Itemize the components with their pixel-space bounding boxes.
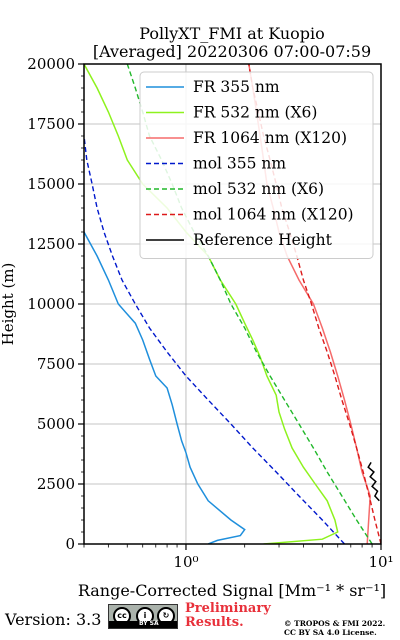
axes: 0 2500 5000 7500 10000 12500 15000 17500 20000 10… [27, 55, 393, 571]
copyright-line-2: CC BY SA 4.0 License. [284, 628, 377, 637]
preliminary-line-1: Preliminary [185, 601, 271, 616]
preliminary-line-2: Results. [185, 615, 244, 630]
y-tick-label: 17500 [27, 115, 75, 133]
preliminary-notice: Preliminary Results. [185, 602, 271, 630]
y-tick-label: 2500 [37, 475, 75, 493]
y-axis-label: Height (m) [0, 263, 17, 346]
series-line-1 [84, 64, 339, 544]
series-line-6 [367, 462, 380, 502]
legend-label: FR 532 nm (X6) [193, 104, 317, 122]
y-tick-label: 15000 [27, 175, 75, 193]
legend-label: mol 355 nm [193, 155, 286, 173]
series-line-0 [84, 231, 246, 544]
y-tick-label: 12500 [27, 235, 75, 253]
cc-badge-label: BY SA [139, 620, 159, 627]
copyright-notice: © TROPOS & FMI 2022. CC BY SA 4.0 Licens… [284, 619, 385, 637]
copyright-line-1: © TROPOS & FMI 2022. [284, 619, 386, 628]
x-tick-label: 10¹ [368, 553, 393, 571]
y-tick-label: 0 [65, 535, 75, 553]
legend-label: mol 532 nm (X6) [193, 180, 324, 198]
cc-license-badge[interactable]: cc i ↻ BY SA [108, 604, 178, 629]
y-tick-label: 20000 [27, 55, 75, 73]
x-tick-label: 10⁰ [173, 553, 198, 571]
legend-label: FR 355 nm [193, 78, 280, 96]
cc-badge-strip: BY SA [109, 620, 177, 628]
y-tick-label: 10000 [27, 295, 75, 313]
y-tick-label: 7500 [37, 355, 75, 373]
legend-label: mol 1064 nm (X120) [193, 206, 354, 224]
chart-subtitle: [Averaged] 20220306 07:00-07:59 [93, 42, 371, 61]
legend-label: Reference Height [193, 231, 333, 249]
legend: FR 355 nm FR 532 nm (X6) FR 1064 nm (X120)… [139, 71, 374, 259]
version-label: Version: 3.3 [5, 610, 102, 629]
lidar-signal-chart: PollyXT_FMI at Kuopio [Averaged] 2022030… [0, 24, 394, 600]
legend-box [139, 71, 374, 259]
legend-label: FR 1064 nm (X120) [193, 129, 347, 147]
series-line-3 [84, 135, 346, 544]
y-tick-label: 5000 [37, 415, 75, 433]
chart-title: PollyXT_FMI at Kuopio [139, 24, 325, 43]
x-axis-label: Range-Corrected Signal [Mm⁻¹ * sr⁻¹] [78, 581, 386, 600]
